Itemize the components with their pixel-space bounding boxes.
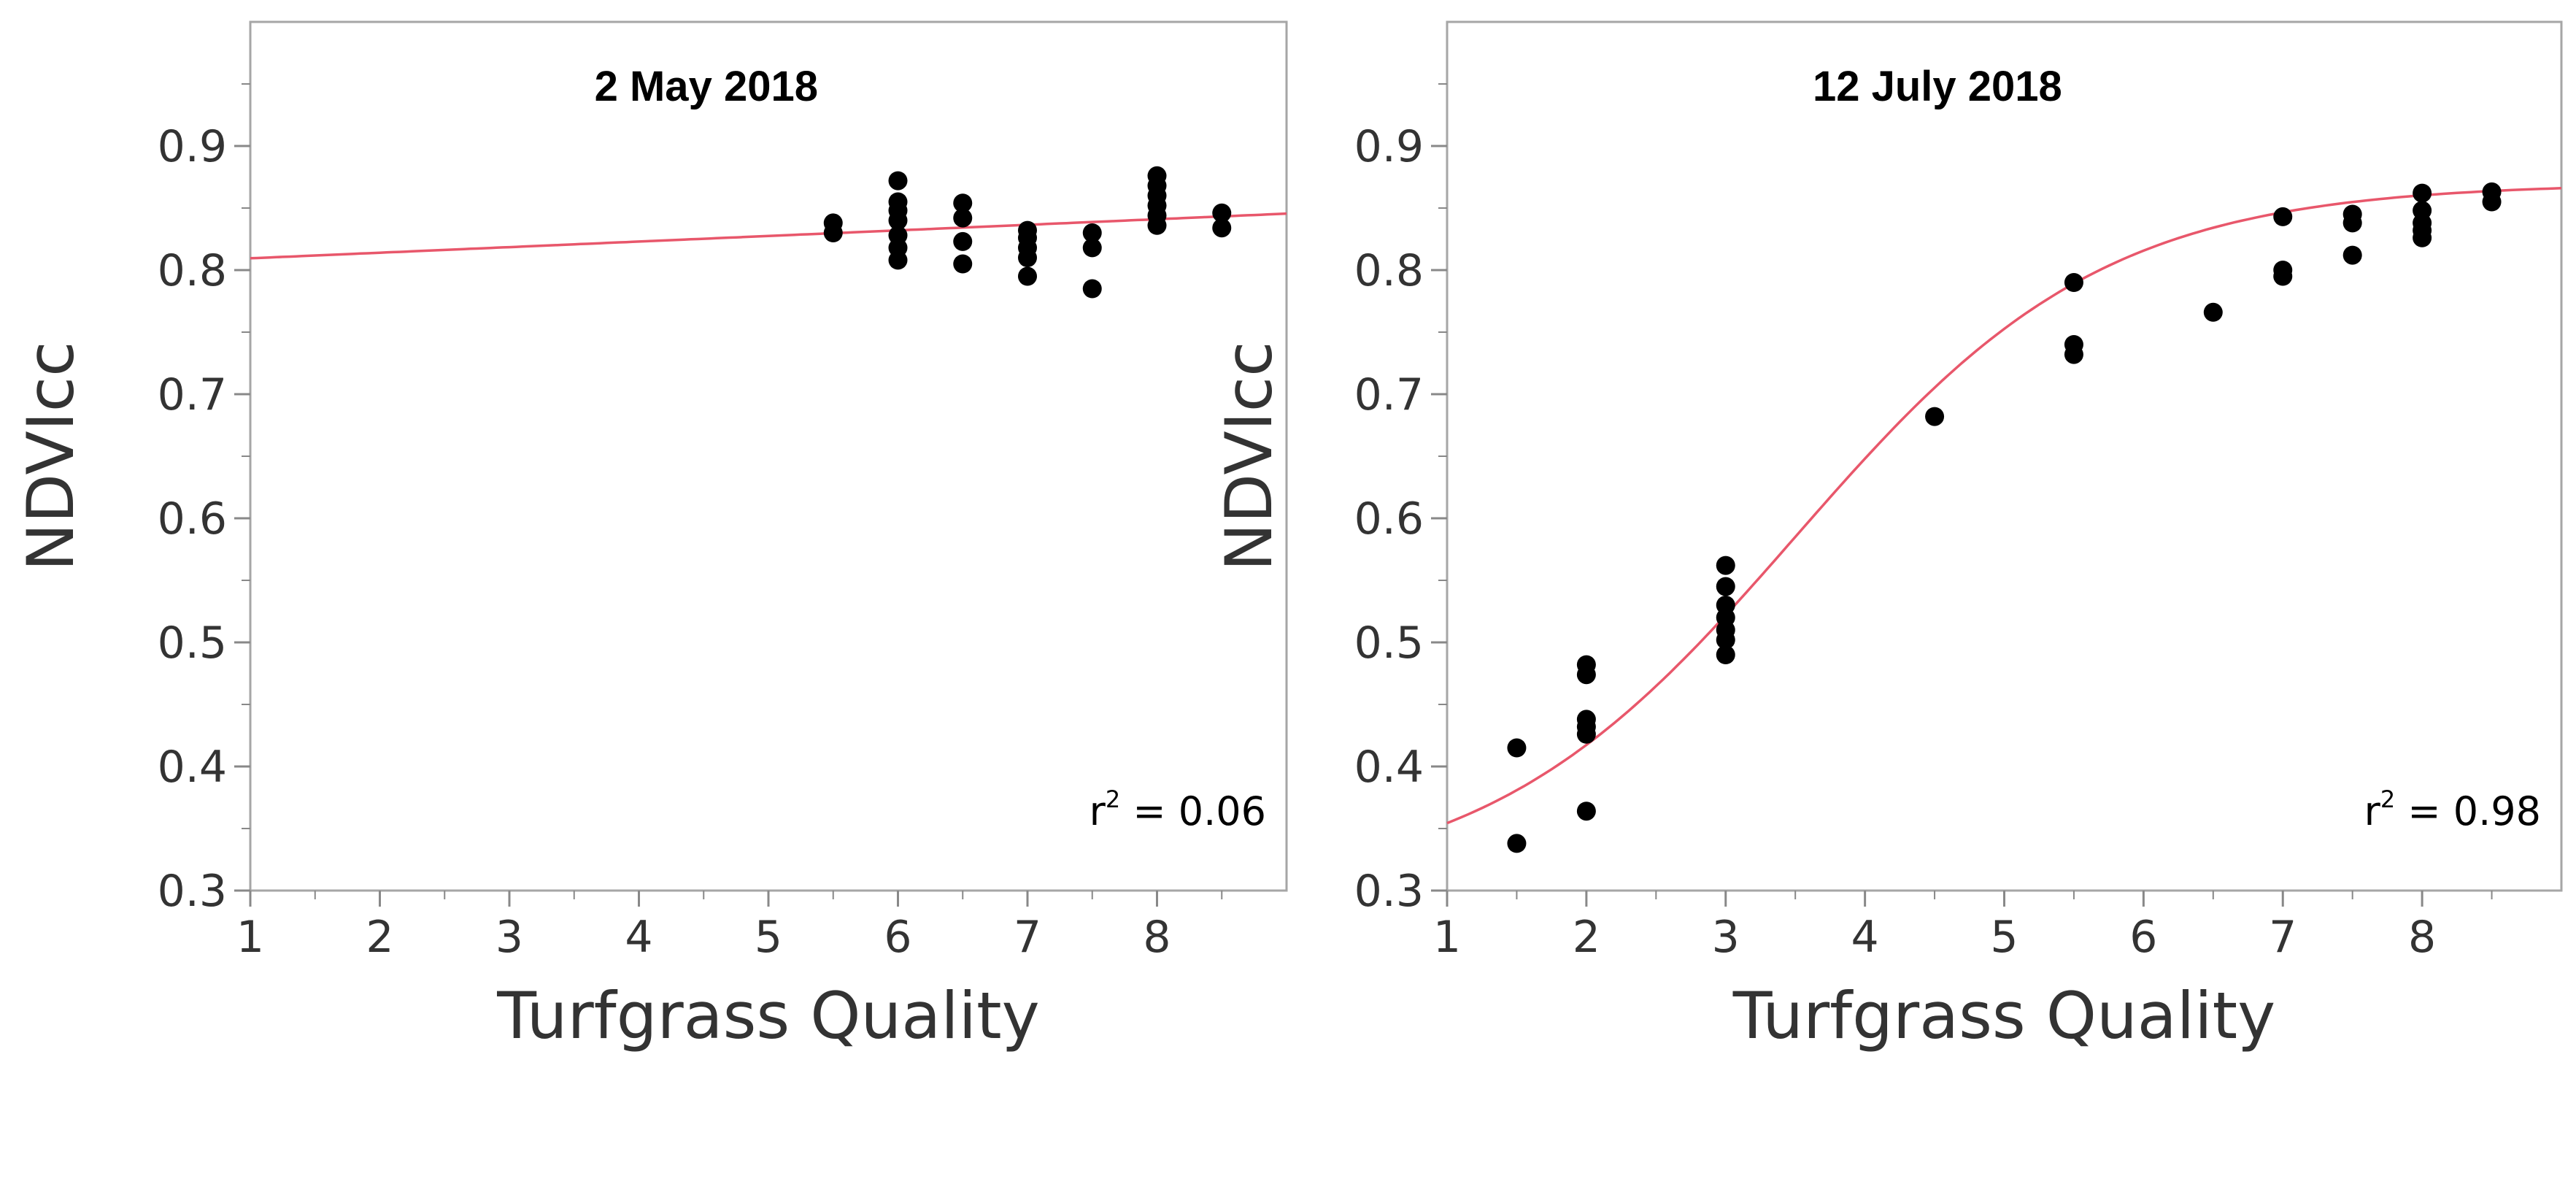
chart2-title: 12 July 2018	[1813, 63, 2062, 110]
chart2-x-tick-label: 7	[2269, 912, 2297, 963]
chart2-data-point	[2413, 183, 2432, 203]
chart2-data-point	[1716, 630, 1735, 650]
chart2-r-value: = 0.98	[2395, 788, 2541, 834]
chart1-data-point	[1082, 223, 1102, 242]
chart2-data-point	[1925, 407, 1945, 426]
chart2-r-label: r	[2364, 788, 2381, 834]
chart2-y-tick-label: 0.6	[1354, 493, 1424, 545]
chart1-x-tick-label: 1	[236, 912, 264, 963]
chart1-data-point	[1082, 238, 1102, 258]
chart2-y-axis-label: NDVIcc	[1211, 342, 1287, 572]
chart1-data-point	[1018, 248, 1037, 267]
chart2-plot-frame	[1446, 20, 2563, 892]
chart1-data-point	[953, 231, 973, 251]
chart2-x-tick-label: 4	[1851, 912, 1879, 963]
chart2-y-tick-label: 0.7	[1354, 369, 1424, 420]
chart2-y-tick-label: 0.3	[1354, 866, 1424, 917]
chart2-x-tick-label: 5	[1990, 912, 2018, 963]
chart2-y-tick-label: 0.8	[1354, 245, 1424, 296]
chart1-fit-line	[250, 212, 1287, 260]
chart1-title: 2 May 2018	[595, 63, 818, 110]
chart1-x-tick-label: 7	[1014, 912, 1041, 963]
chart2-x-tick-label: 1	[1433, 912, 1461, 963]
chart2-y-tick-label: 0.4	[1354, 742, 1424, 793]
chart1-x-tick-label: 2	[366, 912, 393, 963]
chart2-data-point	[1576, 665, 1596, 685]
chart1-x-tick-label: 3	[495, 912, 523, 963]
chart2-data-point	[2482, 192, 2502, 212]
chart1-data-point	[823, 223, 843, 242]
chart2-data-point	[2342, 245, 2362, 265]
chart1-y-tick-label: 0.7	[158, 369, 227, 420]
chart1-r-squared-annotation: r2 = 0.06	[1090, 785, 1266, 834]
chart2-x-axis-label: Turfgrass Quality	[1732, 978, 2275, 1053]
chart2-data-point	[2273, 266, 2293, 286]
chart1-r-value: = 0.06	[1120, 788, 1266, 834]
chart1-x-tick-label: 8	[1143, 912, 1171, 963]
chart1-r-superscript: 2	[1106, 785, 1120, 813]
chart2-fit-line	[1446, 187, 2562, 825]
chart1-data-point	[1212, 203, 1232, 223]
chart1-y-tick-label: 0.8	[158, 245, 227, 296]
chart2-data-point	[2064, 273, 2083, 292]
chart1-data-point	[953, 193, 973, 213]
chart1-data-point	[953, 208, 973, 228]
chart2-data-point	[2064, 345, 2083, 364]
chart1-r-label: r	[1090, 788, 1106, 834]
chart2-y-tick-label: 0.5	[1354, 618, 1424, 669]
chart2-data-point	[1507, 738, 1527, 758]
chart1-data-point	[953, 254, 973, 274]
chart2-data-point	[1576, 724, 1596, 744]
chart2-x-tick-label: 2	[1573, 912, 1600, 963]
chart2-data-point	[1576, 802, 1596, 821]
chart1-plot-frame	[249, 20, 1288, 892]
chart1-data-point	[888, 250, 908, 270]
chart2-data-point	[1716, 556, 1735, 575]
chart1-data-point	[888, 211, 908, 230]
chart2-r-superscript: 2	[2380, 785, 2395, 813]
chart1-x-tick-label: 4	[625, 912, 652, 963]
chart2-panel: 0.3 0.4 0.5 0.6 0.7 0.8 0.9 1 2 3 4 5 6 7 8 Turfgrass Q…	[1211, 20, 2563, 1053]
chart2-data-point	[2413, 228, 2432, 247]
chart2-x-tick-label: 3	[1712, 912, 1740, 963]
chart1-x-tick-label: 6	[884, 912, 911, 963]
chart1-data-point	[888, 171, 908, 191]
chart1-y-axis-label: NDVIcc	[13, 342, 88, 572]
chart2-data-point	[1507, 834, 1527, 853]
chart2-data-point	[1716, 645, 1735, 664]
chart1-x-tick-label: 5	[755, 912, 782, 963]
chart1-y-tick-label: 0.9	[158, 121, 227, 172]
chart1-data-point	[1147, 215, 1167, 235]
chart2-data-point	[2203, 302, 2223, 322]
chart1-panel: 0.3 0.4 0.5 0.6 0.7 0.8 0.9 1 2 3 4 5 6 7 8 Turfgrass Q…	[13, 20, 1288, 1053]
chart2-x-tick-label: 8	[2408, 912, 2436, 963]
chart1-data-point	[1018, 266, 1037, 286]
chart1-data-point	[1082, 279, 1102, 299]
chart2-data-point	[2342, 213, 2362, 233]
chart2-data-point	[2273, 207, 2293, 226]
chart1-data-point	[1212, 218, 1232, 238]
chart1-y-tick-label: 0.6	[158, 493, 227, 545]
chart2-data-point	[1716, 577, 1735, 596]
chart1-x-axis-label: Turfgrass Quality	[496, 978, 1039, 1053]
chart2-x-tick-label: 6	[2129, 912, 2157, 963]
chart1-y-tick-label: 0.4	[158, 742, 227, 793]
chart1-y-tick-label: 0.3	[158, 866, 227, 917]
chart1-y-tick-label: 0.5	[158, 618, 227, 669]
chart2-r-squared-annotation: r2 = 0.98	[2364, 785, 2541, 834]
chart2-y-tick-label: 0.9	[1354, 121, 1424, 172]
